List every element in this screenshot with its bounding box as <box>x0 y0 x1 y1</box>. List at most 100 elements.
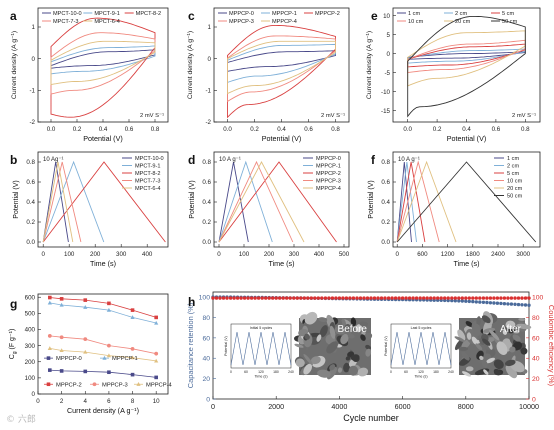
sem-texture <box>472 323 481 337</box>
y2-tick-label: 0 <box>532 397 536 404</box>
sem-texture <box>482 338 491 346</box>
data-point <box>457 299 461 303</box>
x-tick-label: 200 <box>264 251 275 258</box>
data-point <box>485 296 489 300</box>
sem-texture <box>518 317 526 322</box>
data-point <box>365 296 370 300</box>
data-point <box>295 296 299 300</box>
data-point <box>267 296 271 300</box>
legend-label: MPPCP-4 <box>146 382 173 388</box>
panel-h: 0 2000 4000 6000 8000 10000020406080100020406… <box>186 291 554 423</box>
panel-label: f <box>371 153 376 167</box>
watermark: © 六郎 <box>6 415 36 425</box>
series-line <box>227 24 336 119</box>
sem-texture <box>481 359 488 368</box>
sem-texture <box>295 358 305 368</box>
data-point <box>502 296 507 300</box>
data-point <box>523 303 528 307</box>
y2-tick-label: 20 <box>532 376 540 383</box>
y-tick-label: 80 <box>202 315 210 322</box>
data-point <box>478 300 482 304</box>
x-tick-label: 0 <box>395 251 399 258</box>
data-point <box>506 296 510 300</box>
x-tick-label: 0.2 <box>73 126 82 133</box>
y-tick-label: -2 <box>205 119 211 126</box>
current-density-annotation: 10 Ag⁻¹ <box>43 157 64 163</box>
legend-label: 50 cm <box>502 19 518 25</box>
sem-texture <box>319 325 328 338</box>
data-marker <box>107 343 111 348</box>
sem-texture <box>365 344 372 350</box>
data-point <box>288 296 292 300</box>
sem-texture <box>516 323 532 330</box>
plot-frame <box>212 291 530 400</box>
x-tick-label: 0 <box>211 402 215 411</box>
y-axis-label: Current density (A g⁻¹) <box>11 31 18 99</box>
sem-photo-label: Before <box>338 324 368 335</box>
y-tick-label: 0.6 <box>26 179 35 186</box>
data-marker <box>83 349 88 354</box>
data-point <box>358 296 363 300</box>
sem-texture <box>347 333 355 339</box>
sem-texture <box>458 346 469 351</box>
data-point <box>285 296 289 300</box>
legend-label: MPPCP-2 <box>56 382 82 388</box>
inset-frame <box>230 323 292 369</box>
data-point <box>320 296 324 300</box>
legend-label: MPPCP-1 <box>112 356 138 362</box>
data-marker <box>107 370 111 375</box>
y-tick-label: 0.2 <box>202 219 211 226</box>
data-point <box>513 296 517 300</box>
inset-title: Last 5 cycles <box>411 326 432 330</box>
sem-texture <box>359 321 369 327</box>
x-tick-label: 1200 <box>441 251 455 258</box>
data-point <box>355 296 359 300</box>
legend-label: 1 cm <box>507 156 519 162</box>
legend-label: 2 cm <box>455 11 467 17</box>
data-point <box>379 296 384 300</box>
legend-label: MPPCP-4 <box>272 19 297 25</box>
series-line <box>218 160 273 243</box>
series-line <box>49 302 157 324</box>
series-line <box>227 50 336 72</box>
x-tick-label: 0.0 <box>223 126 232 133</box>
x-tick-label: 10000 <box>519 402 539 411</box>
y2-tick-label: 80 <box>532 315 540 322</box>
data-marker <box>130 346 135 351</box>
inset-title: Initial 5 cycles <box>250 326 273 330</box>
data-marker <box>154 320 159 325</box>
data-marker <box>59 302 64 307</box>
data-point <box>485 300 489 305</box>
data-point <box>225 296 229 300</box>
legend-label: 5 cm <box>507 171 519 177</box>
legend-label: MPPCP-2 <box>316 171 341 177</box>
data-point <box>488 296 493 300</box>
data-point <box>404 296 408 300</box>
x-tick-label: 200 <box>90 251 101 258</box>
panel-d: 0 100 200 300 400 500 0.0 0.2 0.4 0.6 0.8 Time (s) P… <box>188 151 350 268</box>
sem-texture <box>316 334 322 342</box>
data-point <box>383 296 387 300</box>
data-point <box>471 296 475 300</box>
panel-label: g <box>10 297 17 311</box>
y-tick-label: -5 <box>384 70 390 77</box>
series-line <box>396 161 412 243</box>
data-point <box>372 296 377 300</box>
y-tick-label: 0.2 <box>381 219 390 226</box>
sem-texture <box>479 355 484 361</box>
data-marker <box>83 305 88 309</box>
panel-c: 0.0 0.2 0.4 0.6 0.8 -2 -1 0 1 Potential (V) Curren… <box>187 7 350 143</box>
scan-rate-annotation: 2 mV S⁻¹ <box>140 113 164 119</box>
data-point <box>221 296 226 300</box>
sem-texture <box>466 332 472 340</box>
inset-tick-label: 60 <box>244 370 248 374</box>
legend-label: MPCT-10-0 <box>135 156 164 162</box>
data-marker <box>47 334 52 338</box>
inset-y-label: Potential (V) <box>224 336 228 356</box>
y-tick-label: 0.0 <box>202 239 211 246</box>
inset-tick-label: 120 <box>258 370 264 374</box>
y-tick-label: 0.4 <box>202 199 211 206</box>
x-tick-label: 3000 <box>516 251 530 258</box>
y-tick-label: -15 <box>381 108 391 115</box>
